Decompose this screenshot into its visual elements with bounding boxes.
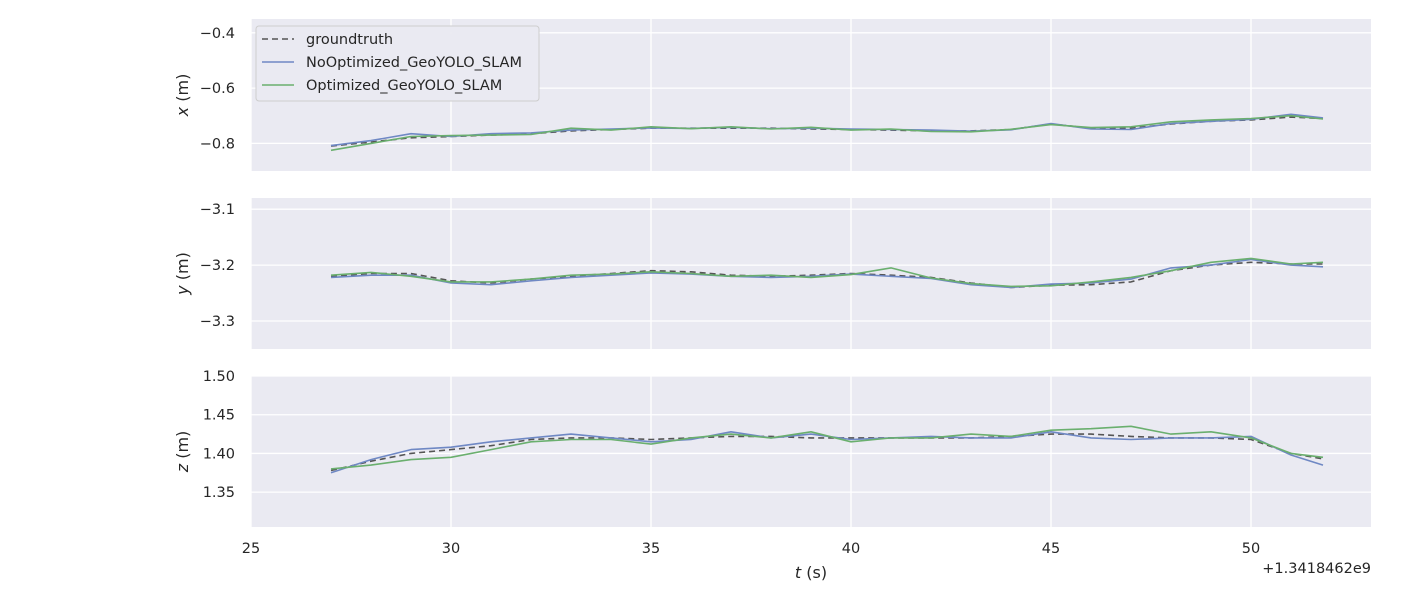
y-tick-label: −0.8 [200, 136, 235, 152]
y-tick-label: −0.4 [200, 26, 235, 42]
x-tick-label: 25 [242, 541, 260, 557]
y-tick-label: 1.50 [203, 369, 235, 385]
series-line-Optimized_GeoYOLO_SLAM [330, 257, 1324, 288]
y-tick-label: 1.45 [203, 408, 235, 424]
plot-area [251, 376, 1371, 527]
y-axis-label: x (m) [173, 74, 192, 118]
series-line-Optimized_GeoYOLO_SLAM [330, 114, 1324, 152]
y-tick-label: −0.6 [200, 81, 235, 97]
x-tick-label: 30 [442, 541, 460, 557]
x-tick-label: 35 [642, 541, 660, 557]
x-tick-label: 40 [842, 541, 860, 557]
legend-entry: groundtruth [306, 32, 393, 48]
series-line-Optimized_GeoYOLO_SLAM [330, 425, 1324, 470]
legend-entry: NoOptimized_GeoYOLO_SLAM [306, 55, 522, 71]
series-line-groundtruth [330, 261, 1323, 289]
y-tick-label: −3.3 [200, 314, 235, 330]
panel-y: −3.1 −3.2 −3.3 y (m) [173, 198, 1371, 349]
y-tick-label: −3.2 [200, 258, 235, 274]
x-tick-label: 50 [1242, 541, 1260, 557]
x-axis-label: t (s) [795, 563, 827, 582]
legend-box [255, 25, 540, 102]
y-axis-label: z (m) [173, 431, 192, 474]
legend-entry: Optimized_GeoYOLO_SLAM [306, 78, 502, 94]
y-axis-label: y (m) [173, 252, 192, 296]
panel-z: 1.35 1.40 1.45 1.50 z (m) [173, 369, 1371, 527]
x-tick-label: 45 [1042, 541, 1060, 557]
plot-area [251, 198, 1371, 349]
x-offset-text: +1.3418462e9 [1262, 561, 1371, 577]
series-line-groundtruth [330, 433, 1324, 472]
y-tick-label: 1.35 [203, 485, 235, 501]
y-tick-label: −3.1 [200, 202, 235, 218]
y-tick-label: 1.40 [203, 446, 235, 462]
legend: groundtruth NoOptimized_GeoYOLO_SLAM Optim… [255, 25, 540, 102]
